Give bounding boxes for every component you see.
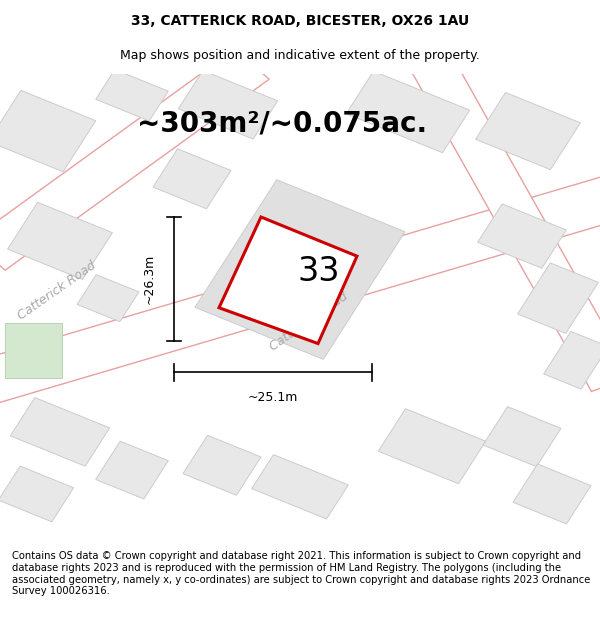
Text: ~303m²/~0.075ac.: ~303m²/~0.075ac. <box>137 110 427 138</box>
Polygon shape <box>178 71 278 139</box>
Polygon shape <box>8 202 112 279</box>
Text: Catterick Road: Catterick Road <box>268 290 350 354</box>
Polygon shape <box>183 436 261 495</box>
Text: Catterick Road: Catterick Road <box>16 259 98 323</box>
Polygon shape <box>0 91 96 172</box>
Polygon shape <box>544 331 600 389</box>
Text: 33: 33 <box>298 255 340 288</box>
Polygon shape <box>95 441 169 499</box>
Polygon shape <box>5 323 62 378</box>
Text: ~25.1m: ~25.1m <box>248 391 298 404</box>
Polygon shape <box>412 57 600 391</box>
Polygon shape <box>378 409 486 484</box>
Polygon shape <box>478 204 566 268</box>
Polygon shape <box>219 217 357 344</box>
Polygon shape <box>0 49 269 270</box>
Polygon shape <box>513 464 591 524</box>
Text: ~26.3m: ~26.3m <box>142 254 155 304</box>
Text: Map shows position and indicative extent of the property.: Map shows position and indicative extent… <box>120 49 480 62</box>
Polygon shape <box>0 466 74 522</box>
Polygon shape <box>346 71 470 152</box>
Polygon shape <box>476 92 580 169</box>
Polygon shape <box>483 407 561 467</box>
Polygon shape <box>251 454 349 519</box>
Polygon shape <box>153 149 231 209</box>
Polygon shape <box>77 274 139 322</box>
Polygon shape <box>0 177 600 403</box>
Text: Contains OS data © Crown copyright and database right 2021. This information is : Contains OS data © Crown copyright and d… <box>12 551 590 596</box>
Polygon shape <box>195 180 405 359</box>
Polygon shape <box>96 69 168 121</box>
Text: 33, CATTERICK ROAD, BICESTER, OX26 1AU: 33, CATTERICK ROAD, BICESTER, OX26 1AU <box>131 14 469 28</box>
Polygon shape <box>518 263 598 334</box>
Polygon shape <box>10 398 110 466</box>
